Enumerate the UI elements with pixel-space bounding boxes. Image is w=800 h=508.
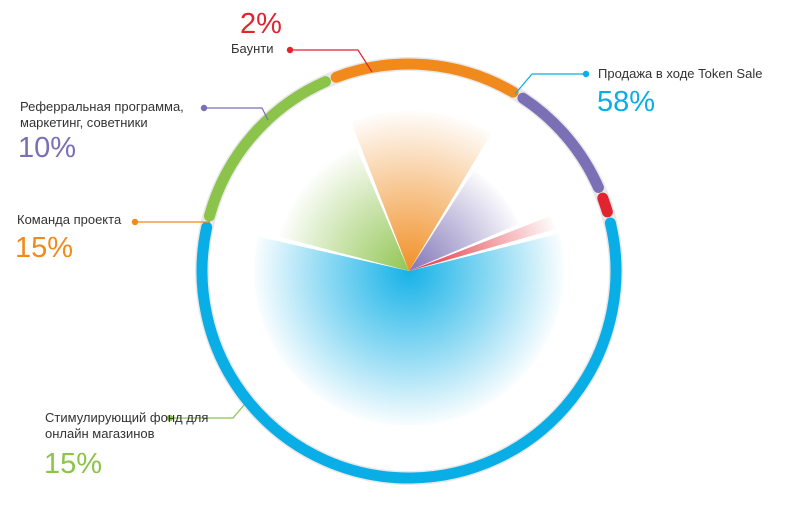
ring-arc-stimulus-fund <box>203 76 331 222</box>
leader-dot-team <box>131 218 139 226</box>
wedge-referral <box>409 170 520 271</box>
leader-dot-bounty <box>286 46 294 54</box>
wedge-team <box>351 111 491 271</box>
ring-arc-token-sale <box>196 217 622 484</box>
percent-bounty: 2% <box>240 8 282 40</box>
wedge-stimulus-fund <box>279 147 409 271</box>
ring-arc-team <box>330 58 519 98</box>
percent-referral: 10% <box>18 132 77 164</box>
label-stimulus-fund: Стимулирующий фонд для онлайн магазинов <box>45 410 209 441</box>
label-token-sale: Продажа в ходе Token Sale <box>598 66 763 81</box>
ring-arc-referral <box>517 92 604 193</box>
wedge-bounty <box>409 216 556 271</box>
percent-stimulus-fund: 15% <box>44 448 103 480</box>
label-bounty: Баунти <box>231 41 274 56</box>
leader-dot-referral <box>200 104 208 112</box>
percent-token-sale: 58% <box>597 86 656 118</box>
ring-arc-bounty <box>597 192 613 218</box>
leader-line-stimulus-fund <box>170 404 245 419</box>
leader-dot-stimulus-fund <box>166 414 174 422</box>
label-team: Команда проекта <box>17 212 122 227</box>
leader-line-referral <box>204 107 269 121</box>
wedge-token-sale <box>253 233 564 427</box>
label-referral: Реферральная программа, маркетинг, совет… <box>20 99 184 130</box>
percent-team: 15% <box>15 232 74 264</box>
leader-line-bounty <box>290 49 373 73</box>
leader-line-token-sale <box>514 73 586 95</box>
leader-dot-token-sale <box>582 70 590 78</box>
